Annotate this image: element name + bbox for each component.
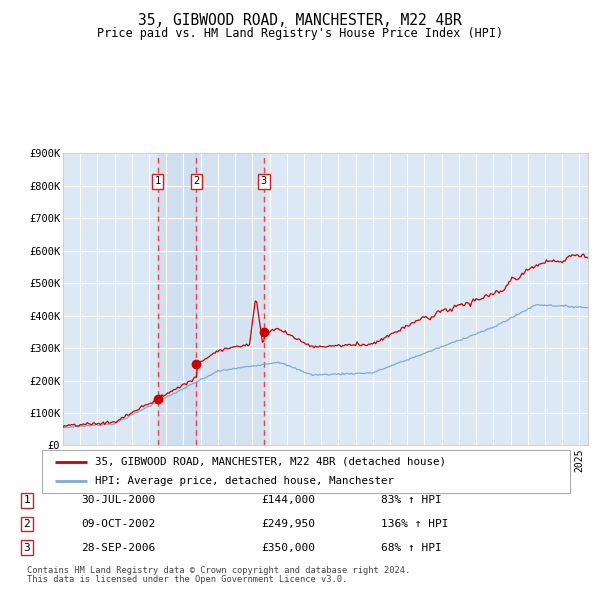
Bar <box>158 153 196 445</box>
Bar <box>196 153 264 445</box>
Text: 83% ↑ HPI: 83% ↑ HPI <box>381 496 442 505</box>
Text: 2: 2 <box>23 519 31 529</box>
Text: 28-SEP-2006: 28-SEP-2006 <box>81 543 155 552</box>
Text: £350,000: £350,000 <box>261 543 315 552</box>
Text: 09-OCT-2002: 09-OCT-2002 <box>81 519 155 529</box>
Text: 1: 1 <box>23 496 31 505</box>
Text: 1: 1 <box>155 176 161 186</box>
Text: Price paid vs. HM Land Registry's House Price Index (HPI): Price paid vs. HM Land Registry's House … <box>97 27 503 40</box>
Text: £249,950: £249,950 <box>261 519 315 529</box>
FancyBboxPatch shape <box>42 450 570 493</box>
Text: 3: 3 <box>23 543 31 552</box>
Text: Contains HM Land Registry data © Crown copyright and database right 2024.: Contains HM Land Registry data © Crown c… <box>27 566 410 575</box>
Text: 2: 2 <box>193 176 200 186</box>
Text: HPI: Average price, detached house, Manchester: HPI: Average price, detached house, Manc… <box>95 476 394 486</box>
Text: 35, GIBWOOD ROAD, MANCHESTER, M22 4BR (detached house): 35, GIBWOOD ROAD, MANCHESTER, M22 4BR (d… <box>95 457 446 467</box>
Text: This data is licensed under the Open Government Licence v3.0.: This data is licensed under the Open Gov… <box>27 575 347 584</box>
Text: 3: 3 <box>260 176 267 186</box>
Text: 35, GIBWOOD ROAD, MANCHESTER, M22 4BR: 35, GIBWOOD ROAD, MANCHESTER, M22 4BR <box>138 13 462 28</box>
Text: £144,000: £144,000 <box>261 496 315 505</box>
Text: 136% ↑ HPI: 136% ↑ HPI <box>381 519 449 529</box>
Text: 68% ↑ HPI: 68% ↑ HPI <box>381 543 442 552</box>
Text: 30-JUL-2000: 30-JUL-2000 <box>81 496 155 505</box>
